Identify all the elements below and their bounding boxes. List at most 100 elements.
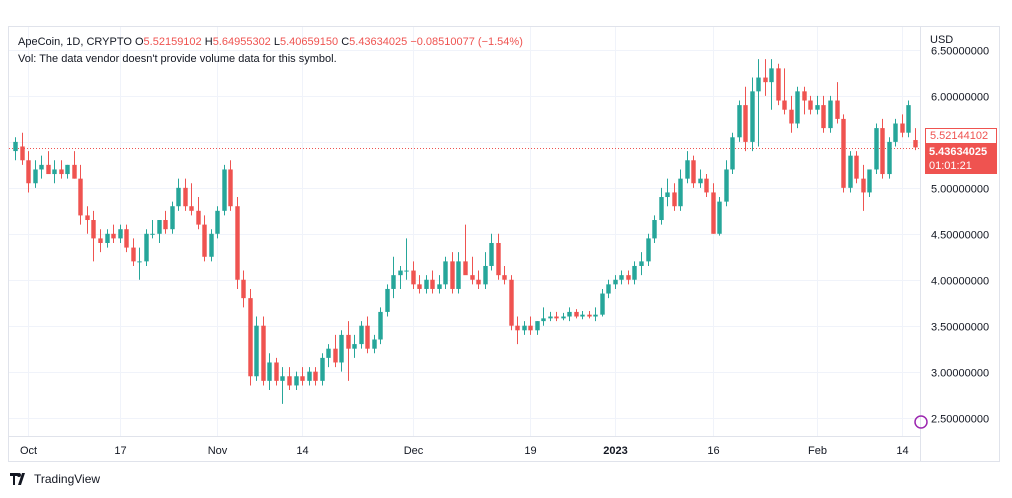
candle <box>307 367 312 386</box>
candle-body <box>202 224 207 257</box>
candle-body <box>137 261 142 263</box>
candle-body <box>652 220 657 239</box>
candle <box>65 164 70 179</box>
candle-body <box>763 77 768 83</box>
candle-body <box>743 105 748 142</box>
candle-body <box>456 261 461 289</box>
candle <box>659 187 664 225</box>
candle <box>144 229 149 266</box>
candle <box>417 275 422 294</box>
candle <box>913 128 918 151</box>
candle <box>587 311 592 319</box>
candle <box>72 151 77 179</box>
candle <box>150 220 155 239</box>
candle-body <box>678 178 683 207</box>
candle <box>385 284 390 317</box>
candle <box>756 59 761 147</box>
y-tick-label: 5.00000000 <box>931 184 989 196</box>
candle-body <box>861 178 866 193</box>
candle-body <box>424 279 429 289</box>
candle-body <box>261 325 266 381</box>
candle-body <box>209 233 214 257</box>
candle <box>665 178 670 207</box>
candle-body <box>65 164 70 175</box>
candle-body <box>215 210 220 234</box>
candle-body <box>913 140 918 148</box>
candle <box>450 252 455 294</box>
candle <box>776 63 781 106</box>
candle-body <box>124 229 129 248</box>
candle-body <box>574 311 579 317</box>
candle <box>541 307 546 326</box>
candle <box>398 265 403 289</box>
candle-body <box>659 197 664 221</box>
candle-body <box>711 192 716 234</box>
candle <box>39 155 44 179</box>
candle <box>685 151 690 184</box>
candle <box>294 371 299 391</box>
candle-body <box>105 233 110 243</box>
candle <box>59 160 64 179</box>
candle-body <box>528 325 533 331</box>
candle-body <box>46 164 51 175</box>
candle <box>339 330 344 372</box>
candle <box>724 160 729 207</box>
high-value: 5.64955302 <box>212 36 271 48</box>
candle-body <box>587 314 592 317</box>
candle-body <box>111 233 116 239</box>
candle-body <box>222 169 227 211</box>
candle-body <box>183 187 188 207</box>
candle <box>222 164 227 216</box>
candle <box>802 86 807 115</box>
candle <box>326 344 331 368</box>
candle <box>672 183 677 211</box>
candle <box>320 353 325 386</box>
candle <box>267 353 272 391</box>
candle <box>769 59 774 110</box>
candle-body <box>189 206 194 211</box>
candle <box>619 270 624 285</box>
candle <box>85 206 90 234</box>
candle <box>470 256 475 285</box>
candle <box>750 77 755 152</box>
candle-body <box>541 318 546 322</box>
candle <box>854 151 859 184</box>
y-tick-label: 2.50000000 <box>931 414 989 426</box>
candle <box>313 367 318 386</box>
x-tick-label: Dec <box>404 445 424 457</box>
candle-body <box>365 325 370 349</box>
close-value: 5.43634025 <box>349 36 408 48</box>
candle-body <box>333 348 338 363</box>
candle-body <box>750 91 755 142</box>
candle <box>228 160 233 211</box>
candle-body <box>450 261 455 289</box>
candle-body <box>795 91 800 124</box>
candle-body <box>835 100 840 119</box>
candle <box>835 82 840 124</box>
candle-body <box>280 376 285 381</box>
low-label: L <box>273 36 280 48</box>
candle-body <box>639 261 644 266</box>
candle <box>183 178 188 211</box>
candle-body <box>85 215 90 221</box>
candle-body <box>13 141 18 152</box>
volume-note: Vol: The data vendor doesn't provide vol… <box>18 53 337 65</box>
candle <box>580 311 585 320</box>
candle <box>176 178 181 211</box>
candle-body <box>483 265 488 285</box>
candle-body <box>313 371 318 381</box>
candle-body <box>554 316 559 319</box>
tradingview-logo-icon <box>10 473 25 485</box>
candle-body <box>326 348 331 358</box>
candle-body <box>372 339 377 349</box>
candle <box>600 288 605 317</box>
x-tick-label: 14 <box>296 445 308 457</box>
candle-body <box>704 178 709 193</box>
candle <box>841 114 846 193</box>
candle <box>241 270 246 308</box>
candle-body <box>294 376 299 386</box>
candle-body <box>893 123 898 142</box>
candle-body <box>867 169 872 193</box>
tradingview-logo[interactable]: TradingView <box>10 472 100 486</box>
